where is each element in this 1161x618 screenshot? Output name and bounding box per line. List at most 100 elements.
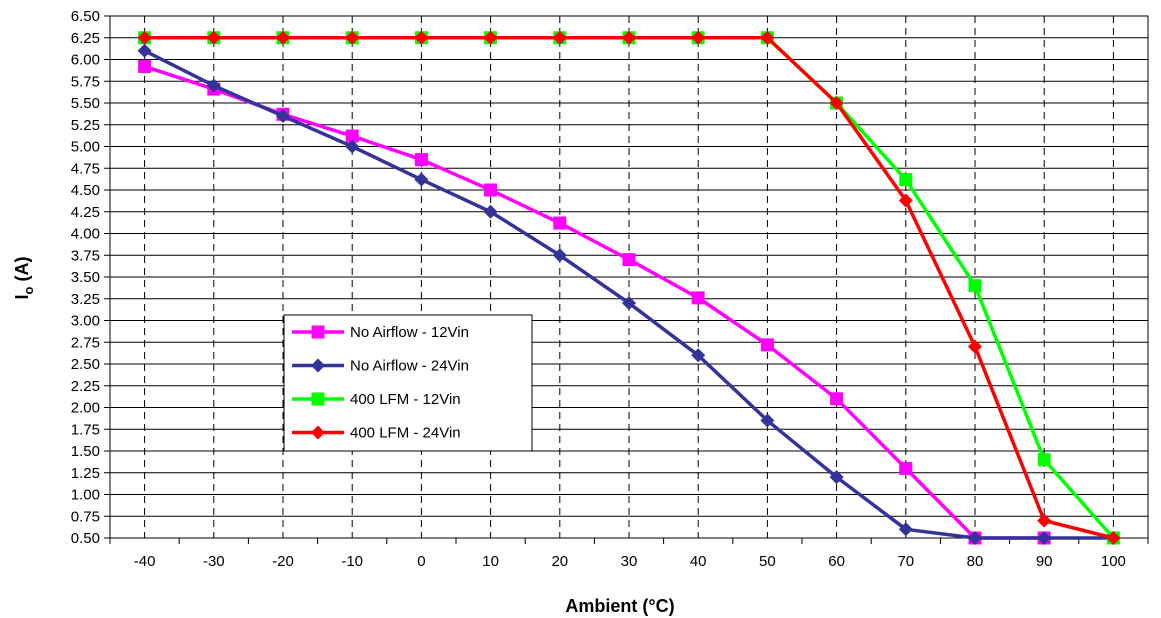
data-point: [206, 30, 221, 45]
y-tick-label: 1.75: [71, 421, 100, 438]
data-point: [898, 522, 913, 537]
data-point: [1037, 531, 1052, 545]
data-point: [760, 30, 775, 45]
y-tick-label: 1.50: [71, 443, 100, 460]
y-tick-label: 4.00: [71, 226, 100, 243]
data-point: [553, 216, 567, 230]
y-axis-ticks: 6.50 6.25 6.00 5.75 5.50 5.25 5.00 4.75 4.50 4.25…: [71, 8, 110, 547]
x-tick-label: 60: [828, 553, 845, 570]
y-tick-label: 1.00: [71, 487, 100, 504]
y-axis-title: Io (A): [12, 257, 36, 300]
legend-swatch-marker: [311, 392, 325, 406]
data-point: [622, 296, 636, 311]
x-tick-label: -10: [341, 553, 363, 570]
y-tick-label: 5.00: [71, 139, 100, 156]
x-tick-label: 0: [417, 553, 425, 570]
y-tick-label: 0.50: [71, 530, 100, 547]
y-tick-label: 2.50: [71, 356, 100, 373]
data-point: [414, 153, 428, 167]
x-tick-label: 100: [1101, 553, 1126, 570]
legend-item: No Airflow - 24Vin: [292, 358, 469, 375]
y-tick-label: 4.25: [71, 204, 100, 221]
legend-label: 400 LFM - 12Vin: [350, 391, 461, 408]
x-axis-title: Ambient (°C): [565, 596, 674, 616]
data-point: [829, 96, 844, 110]
data-point: [830, 392, 844, 406]
y-tick-label: 2.00: [71, 400, 100, 417]
y-tick-label: 3.75: [71, 247, 100, 264]
data-point: [968, 339, 982, 354]
series-4: [137, 30, 1121, 545]
y-tick-label: 4.50: [71, 182, 100, 199]
legend-box: [283, 314, 533, 452]
data-point: [1037, 513, 1052, 528]
series-layer: [137, 30, 1121, 545]
data-point: [345, 139, 360, 154]
y-tick-label: 3.50: [71, 269, 100, 286]
data-point: [968, 531, 982, 545]
x-tick-label: -40: [134, 553, 156, 570]
data-point: [206, 78, 221, 93]
x-tick-label: -30: [203, 553, 225, 570]
data-point: [276, 30, 290, 45]
legend-item: 400 LFM - 24Vin: [292, 425, 461, 442]
legend-swatch-marker: [311, 425, 325, 440]
y-tick-label: 3.25: [71, 291, 100, 308]
legend-label: No Airflow - 24Vin: [350, 358, 469, 375]
data-point: [829, 470, 844, 485]
data-point: [691, 291, 705, 305]
y-tick-label: 6.00: [71, 52, 100, 69]
data-point: [691, 30, 706, 45]
data-point: [622, 253, 636, 267]
y-tick-label: 0.75: [71, 508, 100, 525]
y-tick-label: 2.75: [71, 334, 100, 351]
data-point: [898, 193, 913, 208]
data-point: [414, 172, 429, 187]
data-point: [760, 413, 775, 428]
data-point: [1106, 531, 1121, 545]
data-point: [691, 348, 706, 363]
legend-label: No Airflow - 12Vin: [350, 324, 469, 341]
x-axis-ticks: -40 -30 -20 -10 0 10 20 30 40 50 60 70 80 90 100: [109, 538, 1149, 570]
x-tick-label: 80: [967, 553, 984, 570]
data-point: [276, 109, 290, 124]
data-point: [1037, 453, 1051, 467]
series-2: [137, 43, 1121, 545]
data-point: [552, 30, 567, 45]
x-tick-label: 90: [1036, 553, 1053, 570]
x-tick-label: 70: [897, 553, 914, 570]
series-1: [138, 59, 1051, 545]
data-point: [414, 30, 429, 45]
y-tick-label: 6.50: [71, 8, 100, 25]
data-point: [968, 279, 982, 293]
legend-item: 400 LFM - 12Vin: [292, 391, 461, 408]
series-line: [144, 64, 1045, 540]
y-tick-label: 4.75: [71, 160, 100, 177]
y-tick-label: 5.25: [71, 117, 100, 134]
data-point: [483, 30, 498, 45]
data-point: [760, 338, 774, 352]
data-point: [137, 43, 152, 58]
data-point: [137, 30, 152, 45]
data-point: [899, 461, 913, 475]
data-point: [345, 30, 360, 45]
data-point: [345, 129, 359, 143]
x-tick-label: 20: [551, 553, 568, 570]
x-tick-label: 40: [690, 553, 707, 570]
y-tick-label: 2.25: [71, 378, 100, 395]
data-point: [622, 30, 636, 45]
x-tick-label: 50: [759, 553, 776, 570]
plot-grid: [110, 15, 1148, 539]
x-tick-label: 30: [621, 553, 638, 570]
data-point: [484, 183, 498, 197]
y-tick-label: 6.25: [71, 30, 100, 47]
y-tick-label: 3.00: [71, 313, 100, 330]
legend-item: No Airflow - 12Vin: [292, 324, 469, 341]
x-tick-label: -20: [272, 553, 294, 570]
y-tick-label: 5.75: [71, 73, 100, 90]
chart-legend: No Airflow - 12Vin No Airflow - 24Vin 400 …: [283, 314, 533, 452]
data-point: [552, 248, 567, 263]
legend-swatch-marker: [311, 325, 325, 339]
y-tick-label: 5.50: [71, 95, 100, 112]
